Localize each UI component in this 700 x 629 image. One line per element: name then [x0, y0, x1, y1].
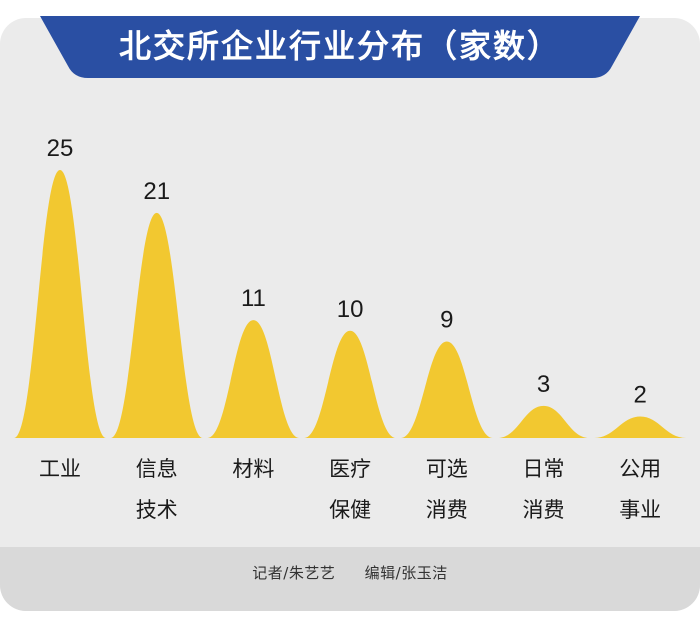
category-label: 消费	[523, 498, 565, 522]
credits: 记者/朱艺艺 编辑/张玉洁	[0, 562, 700, 583]
reporter-credit: 记者/朱艺艺	[252, 564, 336, 582]
editor-credit: 编辑/张玉洁	[364, 564, 448, 582]
peak-mark	[110, 212, 203, 438]
category-label: 信息	[136, 457, 178, 481]
peak-mark	[594, 416, 687, 438]
value-label: 25	[47, 135, 74, 162]
category-label: 技术	[136, 498, 178, 522]
category-label: 日常	[523, 457, 565, 481]
title-banner	[0, 0, 700, 78]
banner-shape	[40, 16, 640, 78]
chart-card	[0, 18, 700, 611]
value-label: 9	[440, 307, 453, 334]
peak-mark	[304, 330, 397, 438]
value-label: 2	[634, 382, 647, 409]
value-label: 21	[143, 178, 170, 205]
category-label: 工业	[39, 457, 81, 481]
peak-mark	[497, 405, 590, 438]
category-label: 消费	[426, 498, 468, 522]
peak-mark	[207, 320, 300, 438]
peak-mark	[14, 170, 106, 438]
value-label: 11	[241, 285, 266, 312]
category-label: 可选	[426, 457, 468, 481]
category-label: 医疗	[329, 457, 371, 481]
peak-mark	[400, 341, 493, 438]
value-label: 10	[337, 296, 364, 323]
category-label: 事业	[619, 498, 661, 522]
value-label: 3	[537, 371, 550, 398]
category-label: 公用	[619, 457, 661, 481]
category-label: 材料	[232, 457, 274, 481]
category-label: 保健	[329, 498, 371, 522]
chart-title: 北交所企业行业分布（家数）	[118, 27, 561, 65]
footer-band	[0, 547, 700, 611]
